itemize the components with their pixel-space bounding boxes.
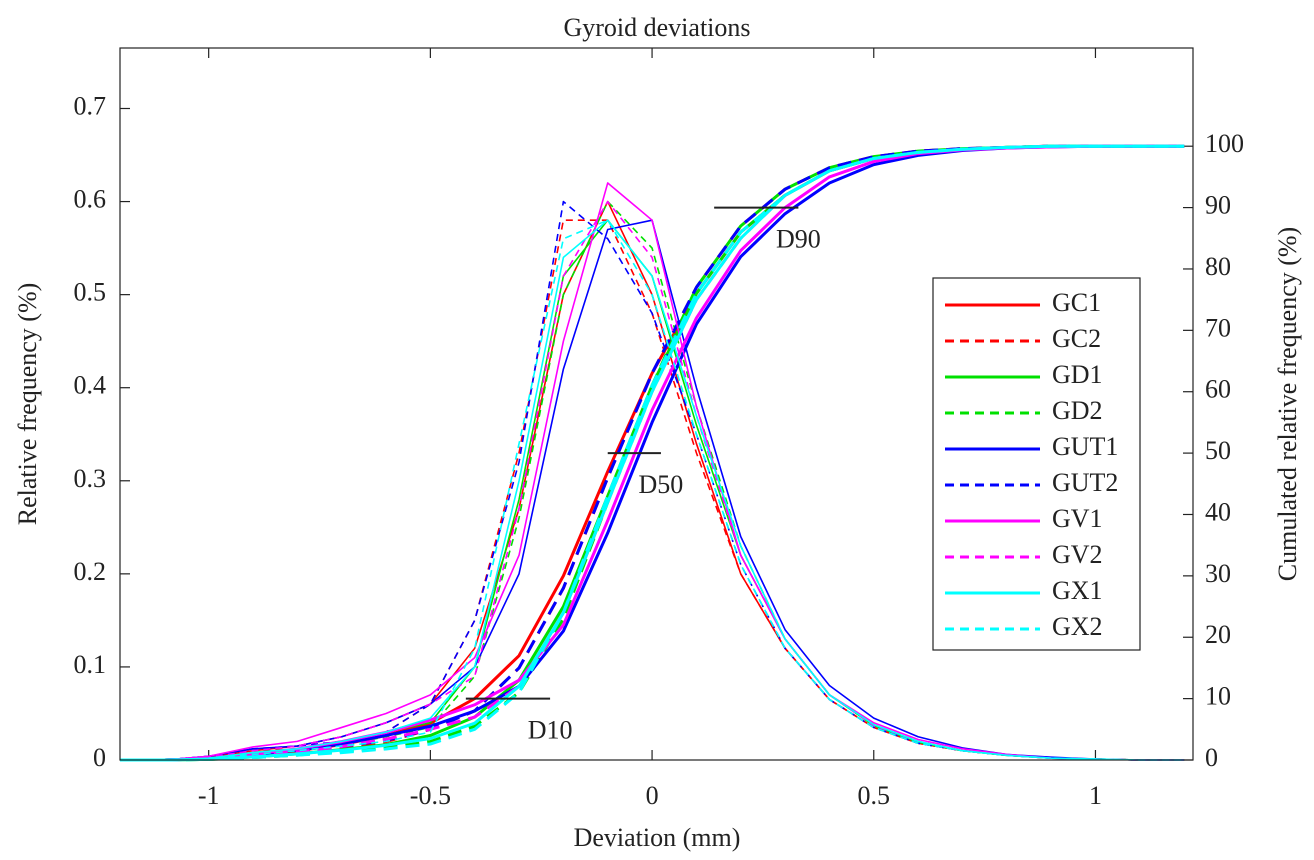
frequency-line — [120, 219, 1185, 761]
y-tick-label: 0.7 — [74, 91, 107, 120]
annotation-label: D10 — [528, 716, 573, 745]
x-tick-label: -0.5 — [410, 781, 451, 810]
y-tick-label: 0.4 — [74, 371, 107, 400]
legend-label: GC1 — [1052, 288, 1101, 317]
y2-tick-label: 90 — [1205, 191, 1231, 220]
x-tick-label: -1 — [198, 781, 220, 810]
annotation-label: D50 — [639, 470, 684, 499]
x-tick-label: 1 — [1089, 781, 1102, 810]
legend-label: GX2 — [1052, 612, 1103, 641]
legend-label: GD1 — [1052, 360, 1103, 389]
y2-tick-label: 70 — [1205, 313, 1231, 342]
y2-tick-label: 20 — [1205, 620, 1231, 649]
legend-label: GUT2 — [1052, 468, 1118, 497]
y-tick-label: 0 — [93, 743, 106, 772]
x-tick-label: 0 — [646, 781, 659, 810]
frequency-line — [120, 200, 1185, 761]
y2-tick-label: 100 — [1205, 129, 1244, 158]
plot-frame — [119, 47, 1194, 761]
y-tick-label: 0.5 — [74, 278, 107, 307]
y2-tick-label: 60 — [1205, 375, 1231, 404]
chart-title: Gyroid deviations — [563, 13, 750, 42]
legend-label: GX1 — [1052, 576, 1103, 605]
y2-tick-label: 40 — [1205, 497, 1231, 526]
legend-label: GC2 — [1052, 324, 1101, 353]
frequency-line — [120, 182, 1185, 761]
y-tick-label: 0.2 — [74, 557, 107, 586]
y2-tick-label: 50 — [1205, 436, 1231, 465]
frequency-line — [120, 200, 1185, 761]
y2-tick-label: 0 — [1205, 743, 1218, 772]
y-tick-label: 0.6 — [74, 185, 107, 214]
x-tick-label: 0.5 — [858, 781, 891, 810]
y-tick-label: 0.1 — [74, 650, 107, 679]
legend-label: GD2 — [1052, 396, 1103, 425]
legend-label: GUT1 — [1052, 432, 1118, 461]
y-tick-label: 0.3 — [74, 464, 107, 493]
y2-axis-label: Cumulated relative frequency (%) — [1273, 227, 1302, 581]
x-axis-label: Deviation (mm) — [574, 823, 741, 852]
annotation-label: D90 — [776, 225, 821, 254]
y2-tick-label: 30 — [1205, 559, 1231, 588]
y2-tick-label: 10 — [1205, 682, 1231, 711]
legend-label: GV1 — [1052, 504, 1103, 533]
frequency-line — [120, 200, 1185, 761]
y-axis-label: Relative frequency (%) — [13, 283, 42, 526]
legend-label: GV2 — [1052, 540, 1103, 569]
cumulative-line — [120, 144, 1185, 762]
y2-tick-label: 80 — [1205, 252, 1231, 281]
